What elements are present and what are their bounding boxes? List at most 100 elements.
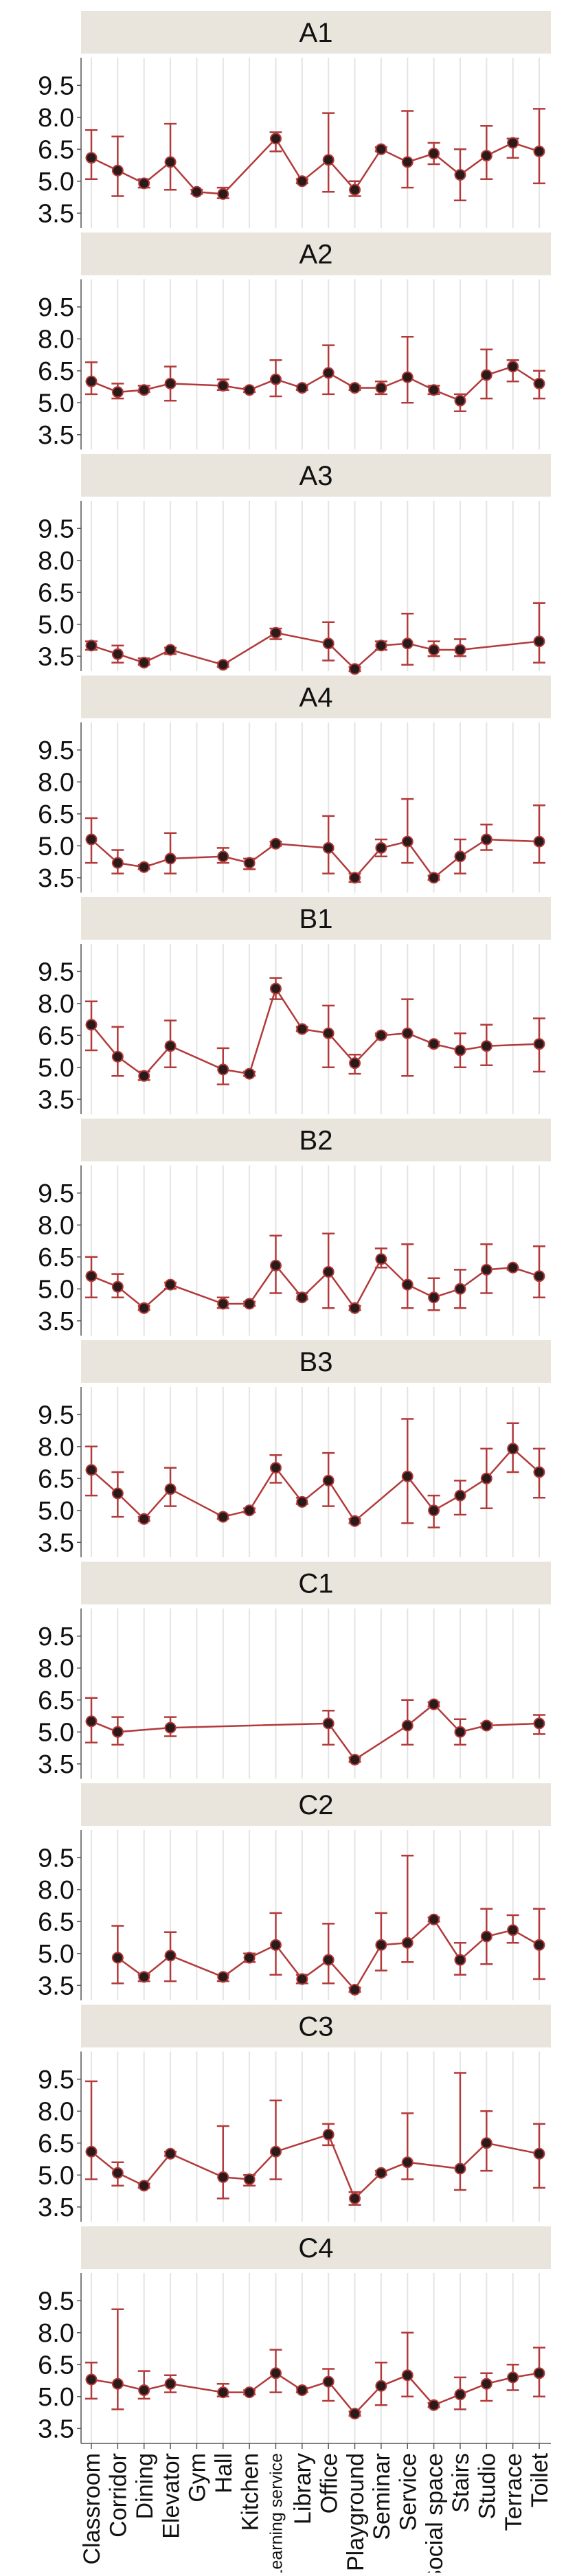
panel-strip (81, 2004, 551, 2048)
x-tick-label: Hall (211, 2453, 237, 2494)
data-point (533, 1466, 545, 1478)
panel-label: A3 (299, 461, 333, 491)
series-line (91, 2133, 540, 2200)
panel-b2: B2 3.5 5.0 6.5 8.0 9.5 (38, 1118, 551, 1336)
y-tick-label: 6.5 (38, 1243, 74, 1272)
data-point (85, 1464, 98, 1476)
series-line (91, 1447, 540, 1523)
data-point (533, 145, 545, 157)
data-point (111, 1952, 124, 1964)
data-point (138, 861, 150, 873)
x-tick-label: Corridor (106, 2453, 132, 2538)
data-point (269, 1259, 282, 1272)
y-tick-label: 5.0 (38, 1497, 74, 1526)
data-point (507, 1443, 519, 1455)
x-tick-label: Kitchen (237, 2453, 263, 2531)
data-point (533, 835, 545, 848)
x-tick-label: Terrace (501, 2453, 527, 2531)
data-point (401, 1278, 414, 1291)
data-point (243, 2173, 256, 2185)
data-point (454, 2162, 466, 2175)
data-point (507, 361, 519, 373)
panel-a4: A4 3.5 5.0 6.5 8.0 9.5 (38, 675, 551, 893)
y-tick-label: 3.5 (38, 199, 74, 228)
series-line (91, 2372, 540, 2415)
panel-strip (81, 1561, 551, 1605)
data-point (138, 1302, 150, 1314)
data-point (401, 1027, 414, 1039)
data-point (375, 841, 387, 854)
data-point (296, 1291, 308, 1304)
data-point (138, 2384, 150, 2396)
data-point (507, 2371, 519, 2384)
data-point (480, 1263, 493, 1276)
y-tick-label: 8.0 (38, 990, 74, 1019)
panel-strip (81, 1340, 551, 1383)
y-tick-label: 6.5 (38, 1686, 74, 1715)
panel-label: C4 (298, 2233, 333, 2263)
data-point (428, 384, 440, 396)
data-point (480, 1472, 493, 1484)
y-tick-label: 9.5 (38, 2066, 74, 2094)
y-tick-label: 8.0 (38, 547, 74, 576)
panel-a2: A2 3.5 5.0 6.5 8.0 9.5 (38, 232, 551, 450)
data-point (507, 1261, 519, 1274)
panel-label: C3 (298, 2012, 333, 2042)
y-tick-label: 8.0 (38, 325, 74, 354)
data-point (111, 1487, 124, 1500)
data-point (164, 377, 177, 389)
y-tick-label: 6.5 (38, 800, 74, 829)
data-point (296, 1973, 308, 1985)
data-point (85, 152, 98, 164)
x-tick-label: Stairs (448, 2453, 474, 2513)
data-point (349, 1754, 361, 1766)
data-point (428, 872, 440, 884)
data-point (349, 1057, 361, 1070)
data-point (164, 1950, 177, 1962)
data-point (480, 1930, 493, 1943)
data-point (401, 835, 414, 848)
y-tick-label: 6.5 (38, 2351, 74, 2380)
y-tick-label: 8.0 (38, 1433, 74, 1462)
y-tick-label: 3.5 (38, 642, 74, 671)
data-point (269, 982, 282, 995)
data-point (454, 850, 466, 863)
data-point (138, 1070, 150, 1082)
data-point (533, 1038, 545, 1050)
data-point (269, 1939, 282, 1951)
data-point (164, 644, 177, 656)
data-point (322, 367, 335, 379)
y-tick-label: 5.0 (38, 611, 74, 640)
data-point (217, 188, 229, 200)
data-point (269, 1462, 282, 1474)
data-point (164, 1721, 177, 1734)
data-point (322, 1717, 335, 1730)
series-line (91, 1703, 540, 1761)
x-tick-label: Playground (343, 2453, 369, 2571)
data-point (243, 1067, 256, 1080)
y-tick-label: 6.5 (38, 1021, 74, 1050)
y-tick-label: 9.5 (38, 1179, 74, 1208)
data-point (349, 2192, 361, 2204)
data-point (480, 1719, 493, 1732)
data-point (138, 1513, 150, 1525)
data-point (138, 384, 150, 396)
data-point (454, 394, 466, 407)
data-point (164, 852, 177, 865)
data-point (111, 648, 124, 660)
data-point (164, 1040, 177, 1052)
y-tick-label: 8.0 (38, 1876, 74, 1905)
data-point (243, 857, 256, 869)
data-point (428, 1698, 440, 1710)
data-point (454, 1283, 466, 1295)
data-point (269, 2145, 282, 2158)
data-point (296, 175, 308, 188)
data-point (111, 1726, 124, 1738)
data-point (243, 1298, 256, 1310)
data-point (349, 872, 361, 884)
data-point (454, 1954, 466, 1966)
data-point (217, 1971, 229, 1983)
data-point (138, 2180, 150, 2192)
data-point (349, 663, 361, 675)
panel-strip (81, 454, 551, 497)
